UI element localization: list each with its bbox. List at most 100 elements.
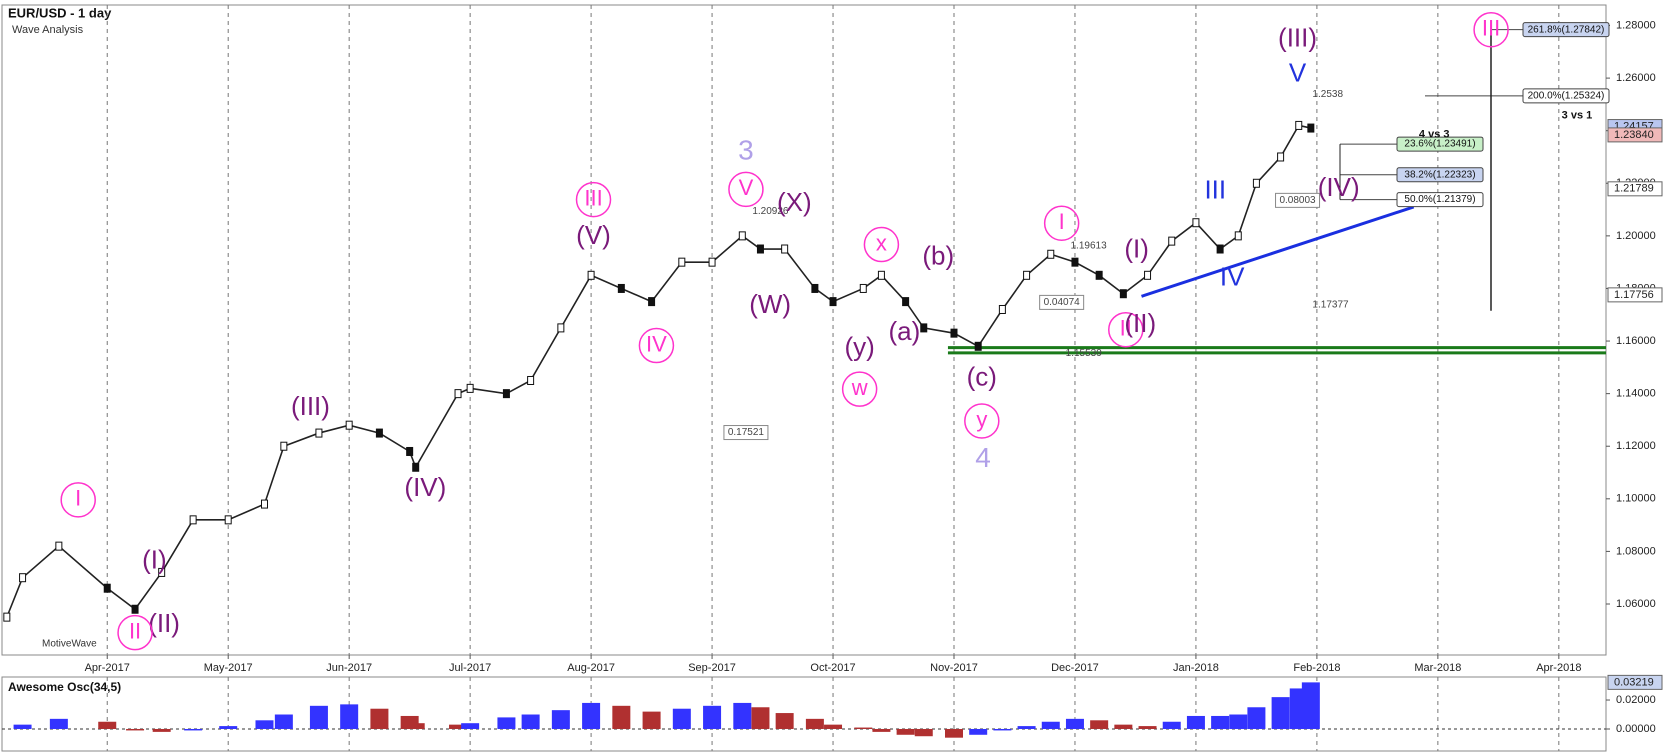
osc-bar (406, 723, 425, 729)
y-tick-label: 1.28000 (1616, 19, 1656, 31)
wave-label: (a) (889, 316, 921, 346)
wave-label: (b) (922, 240, 954, 270)
wave-circle (638, 327, 675, 364)
fib-box (1522, 22, 1610, 38)
price-candle (1144, 270, 1152, 280)
price-candle (103, 583, 111, 593)
osc-bar (775, 713, 794, 729)
measure-label: 0.17521 (728, 427, 765, 438)
osc-bar (993, 728, 1012, 731)
wave-circle (1043, 205, 1080, 241)
osc-bar (1017, 726, 1036, 729)
wave-label: V (1289, 57, 1307, 87)
wave-label: (y) (844, 332, 874, 362)
osc-bar (49, 718, 68, 729)
price-candle (1307, 123, 1315, 133)
price-note: 1.19613 (1070, 241, 1107, 252)
osc-bar (896, 728, 915, 735)
y-tick-label: 1.14000 (1616, 388, 1656, 400)
wave-label: 3 vs 1 (1562, 109, 1593, 121)
measure-box (1039, 294, 1085, 310)
price-candle (1047, 249, 1055, 259)
wave-label: w (851, 375, 868, 400)
osc-marker-label: 0.03219 (1614, 676, 1654, 688)
x-tick-label: Nov-2017 (930, 662, 978, 674)
osc-bar (126, 728, 145, 731)
osc-bar (914, 728, 933, 737)
watermark: MotiveWave (42, 639, 97, 650)
osc-bar (461, 723, 480, 729)
osc-bar (1138, 726, 1157, 729)
osc-panel-frame (1, 676, 1607, 752)
price-candle (648, 297, 656, 307)
price-note: 1.15539 (1066, 348, 1103, 359)
price-candle (19, 573, 27, 583)
wave-label: II (1120, 316, 1132, 341)
wave-label: (IV) (404, 472, 446, 502)
wave-circle (964, 403, 1000, 439)
x-tick-label: Sep-2017 (688, 662, 736, 674)
price-candle (974, 341, 982, 351)
price-candle (502, 389, 510, 399)
wave-label: 3 (738, 134, 754, 165)
osc-bar (219, 726, 238, 729)
wave-label: III (584, 185, 602, 210)
price-note: 1.17377 (1312, 299, 1349, 310)
y-tick-label: 1.06000 (1616, 598, 1656, 610)
y-tick-label: 1.08000 (1616, 545, 1656, 557)
price-candle (678, 257, 686, 267)
axis-marker (1607, 287, 1663, 303)
fib-box (1522, 88, 1610, 104)
price-candle (158, 567, 166, 577)
x-tick-label: Apr-2018 (1536, 662, 1581, 674)
fib-box (1396, 136, 1484, 152)
price-candle (829, 297, 837, 307)
wave-label: (II) (1124, 308, 1156, 338)
price-candle (345, 420, 353, 430)
wave-circle (1108, 311, 1144, 348)
osc-marker (1607, 674, 1663, 690)
price-candle (1192, 218, 1200, 228)
osc-bar (1301, 682, 1320, 729)
chart-subtitle: Wave Analysis (12, 24, 84, 36)
wave-label: IV (646, 331, 667, 356)
osc-bar (1162, 721, 1181, 729)
price-candle (1168, 236, 1176, 246)
price-candle (756, 244, 764, 254)
osc-bar (1247, 707, 1266, 729)
osc-bar (854, 727, 873, 729)
price-candle (557, 323, 565, 333)
price-candle (950, 328, 958, 338)
x-tick-label: Dec-2017 (1051, 662, 1099, 674)
osc-bar (340, 704, 359, 729)
wave-circle (117, 614, 153, 651)
wave-label: (I) (142, 544, 167, 574)
price-candle (859, 283, 867, 293)
wave-label: I (1059, 209, 1065, 234)
wave-label: (IV) (1318, 172, 1360, 202)
osc-bar (255, 720, 274, 729)
price-candle (1095, 270, 1103, 280)
wave-label: V (739, 175, 754, 200)
price-candle (315, 428, 323, 438)
price-candle (998, 304, 1006, 314)
price-candle (1071, 257, 1079, 267)
price-candle (412, 462, 420, 472)
price-candle (781, 244, 789, 254)
price-candle (131, 604, 139, 614)
fib-label: 50.0%(1.21379) (1404, 194, 1475, 205)
price-candle (375, 428, 383, 438)
wave-label: III (1204, 174, 1226, 204)
osc-bar (152, 728, 171, 732)
wave-label: I (75, 486, 81, 511)
osc-bar (612, 705, 631, 729)
price-candle (1119, 289, 1127, 299)
wave-circle (60, 482, 96, 518)
axis-marker-label: 1.17756 (1614, 289, 1654, 301)
price-candle (1295, 120, 1303, 130)
osc-bar (1211, 715, 1230, 729)
wave-label: (III) (291, 391, 330, 421)
price-candle (617, 283, 625, 293)
